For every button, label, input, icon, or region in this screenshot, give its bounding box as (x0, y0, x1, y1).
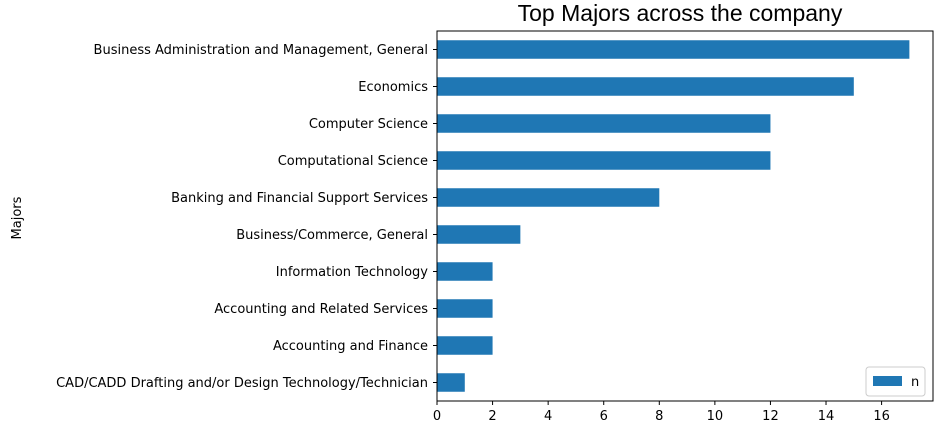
bar (437, 151, 771, 170)
y-tick-label: Computational Science (278, 154, 428, 169)
y-tick-label: Accounting and Finance (273, 339, 428, 354)
bar (437, 262, 493, 281)
bar (437, 225, 521, 244)
y-axis-ticks: CAD/CADD Drafting and/or Design Technolo… (56, 43, 437, 391)
chart-title: Top Majors across the company (518, 0, 843, 26)
y-tick-label: Computer Science (309, 117, 428, 132)
bar (437, 373, 465, 392)
x-tick-label: 6 (600, 409, 608, 424)
bar (437, 188, 660, 207)
plot-frame (436, 30, 934, 402)
y-tick-label: Accounting and Related Services (214, 302, 428, 317)
x-tick-label: 4 (544, 409, 552, 424)
bar (437, 336, 493, 355)
x-tick-label: 16 (873, 409, 890, 424)
bars-group (437, 40, 910, 392)
legend-swatch (873, 376, 902, 386)
x-tick-label: 14 (818, 409, 835, 424)
y-axis-label: Majors (10, 196, 25, 239)
bar (437, 299, 493, 318)
bar (437, 40, 910, 59)
x-tick-label: 0 (433, 409, 441, 424)
y-tick-label: Banking and Financial Support Services (171, 191, 428, 206)
y-tick-label: Business Administration and Management, … (94, 43, 428, 58)
y-tick-label: CAD/CADD Drafting and/or Design Technolo… (56, 376, 428, 391)
bar (437, 114, 771, 133)
bar (437, 77, 854, 96)
legend: n (865, 366, 926, 397)
x-tick-label: 8 (655, 409, 663, 424)
y-tick-label: Economics (358, 80, 428, 95)
y-tick-label: Information Technology (276, 265, 429, 280)
x-tick-label: 10 (707, 409, 724, 424)
x-axis-ticks: 0 2 4 6 8 10 12 14 16 (433, 401, 890, 424)
x-tick-label: 12 (762, 409, 779, 424)
x-tick-label: 2 (488, 409, 496, 424)
legend-label: n (911, 375, 919, 390)
y-tick-label: Business/Commerce, General (236, 228, 428, 243)
